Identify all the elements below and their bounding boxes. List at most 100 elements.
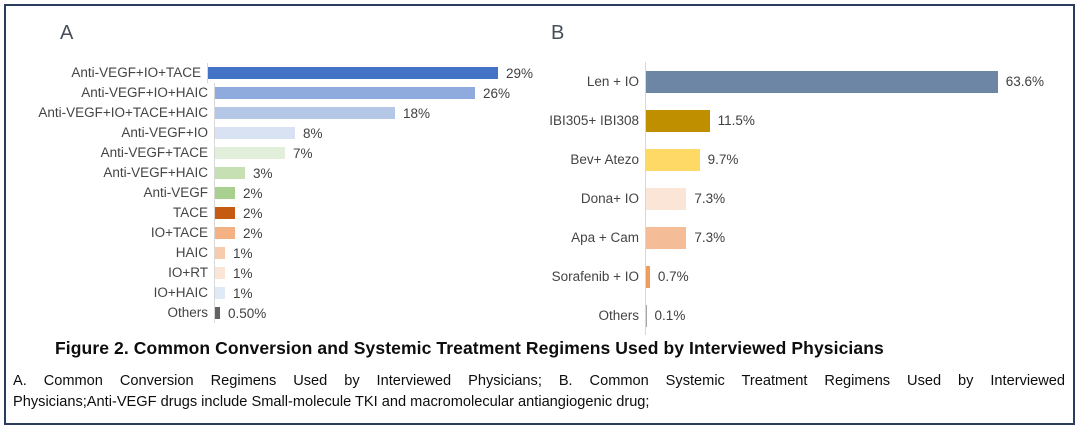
panel-b-label: B [551,22,565,44]
category-label: Anti-VEGF+IO+TACE [71,65,201,81]
value-label: 1% [233,245,253,261]
value-label: 0.7% [657,269,689,284]
value-label: 1% [233,285,253,301]
bar-area: 7.3% [645,218,1073,257]
category-label: HAIC [175,245,208,261]
bar-area: 0.1% [645,296,1073,335]
footnote-line-2: Physicians;Anti-VEGF drugs include Small… [13,393,650,410]
bar-area: 18% [214,103,533,123]
category-label: Sorafenib + IO [551,268,639,284]
category-label: Anti-VEGF [143,185,208,201]
value-label: 29% [505,65,533,81]
value-label: 7% [293,145,313,161]
bar-area: 2% [214,183,533,203]
bar-row: HAIC 1% [28,243,533,263]
bar [215,87,475,99]
category-label: Others [598,307,639,323]
bar [646,187,687,210]
bar-area: 1% [214,283,533,303]
bar-row: Apa + Cam 7.3% [543,218,1073,257]
bar-row: Sorafenib + IO 0.7% [543,257,1073,296]
bar-row: Bev+ Atezo 9.7% [543,140,1073,179]
value-label: 2% [243,205,263,221]
category-label: IBI305+ IBI308 [549,112,639,128]
value-label: 2% [243,185,263,201]
value-label: 8% [303,125,323,141]
bar-row: Anti-VEGF+IO+HAIC 26% [28,83,533,103]
bar [215,267,225,279]
chart-a-conversion-regimens: Anti-VEGF+IO+TACE 29% Anti-VEGF+IO+HAIC 26%… [28,63,533,323]
value-label: 0.1% [654,308,686,323]
bar [646,265,650,288]
bar [215,147,285,159]
value-label: 9.7% [707,152,739,167]
bar-row: Anti-VEGF+IO+TACE+HAIC 18% [28,103,533,123]
bar [215,287,225,299]
bar-area: 1% [214,243,533,263]
bar-row: IO+TACE 2% [28,223,533,243]
figure-caption: Figure 2. Common Conversion and Systemic… [55,338,884,358]
bar [215,187,235,199]
value-label: 1% [233,265,253,281]
bar-row: Anti-VEGF+IO 8% [28,123,533,143]
value-label: 11.5% [717,113,755,128]
bar-row: Anti-VEGF 2% [28,183,533,203]
bar-row: Anti-VEGF+HAIC 3% [28,163,533,183]
category-label: Dona+ IO [580,190,639,206]
bar-area: 0.7% [645,257,1073,296]
bar-row: Anti-VEGF+TACE 7% [28,143,533,163]
panel-a-label: A [60,22,74,44]
value-label: 18% [403,105,431,121]
category-label: Apa + Cam [571,229,639,245]
value-label: 0.50% [228,305,267,321]
category-label: Anti-VEGF+IO+HAIC [81,85,208,101]
footnote-line-1: A. Common Conversion Regimens Used by In… [13,373,1065,389]
bar [215,307,220,319]
category-label: IO+RT [168,265,208,281]
category-label: Anti-VEGF+IO+TACE+HAIC [38,105,208,121]
bar-area: 2% [214,223,533,243]
value-label: 7.3% [694,191,726,206]
value-label: 7.3% [694,230,726,245]
bar-area: 8% [214,123,533,143]
category-label: IO+HAIC [153,285,208,301]
bar-area: 1% [214,263,533,283]
figure-footnote: A. Common Conversion Regimens Used by In… [13,371,1065,412]
bar [646,304,647,327]
bar [215,227,235,239]
bar-area: 9.7% [645,140,1073,179]
value-label: 26% [483,85,511,101]
bar-area: 26% [214,83,533,103]
bar [215,167,245,179]
bar-area: 0.50% [214,303,533,323]
bar [207,67,498,79]
bar-area: 3% [214,163,533,183]
category-label: IO+TACE [150,225,208,241]
bar [646,109,710,132]
bar [646,226,687,249]
bar [215,127,295,139]
bar-row: Anti-VEGF+IO+TACE 29% [28,63,533,83]
bar-area: 63.6% [645,62,1073,101]
bar-row: Dona+ IO 7.3% [543,179,1073,218]
bar-area: 7.3% [645,179,1073,218]
bar [646,70,998,93]
category-label: Bev+ Atezo [570,151,639,167]
category-label: Anti-VEGF+TACE [100,145,208,161]
bar-row: Len + IO 63.6% [543,62,1073,101]
value-label: 2% [243,225,263,241]
category-label: Anti-VEGF+HAIC [103,165,208,181]
bar-area: 2% [214,203,533,223]
chart-b-systemic-regimens: Len + IO 63.6% IBI305+ IBI308 11.5% Bev+ Ate… [543,62,1073,335]
bar-row: IBI305+ IBI308 11.5% [543,101,1073,140]
bar [215,107,395,119]
value-label: 63.6% [1005,74,1044,89]
bar-area: 29% [206,63,533,83]
bar-area: 11.5% [645,101,1073,140]
category-label: TACE [172,205,208,221]
value-label: 3% [253,165,273,181]
category-label: Others [167,305,208,321]
bar-row: Others 0.1% [543,296,1073,335]
bar-row: Others 0.50% [28,303,533,323]
category-label: Anti-VEGF+IO [121,125,208,141]
